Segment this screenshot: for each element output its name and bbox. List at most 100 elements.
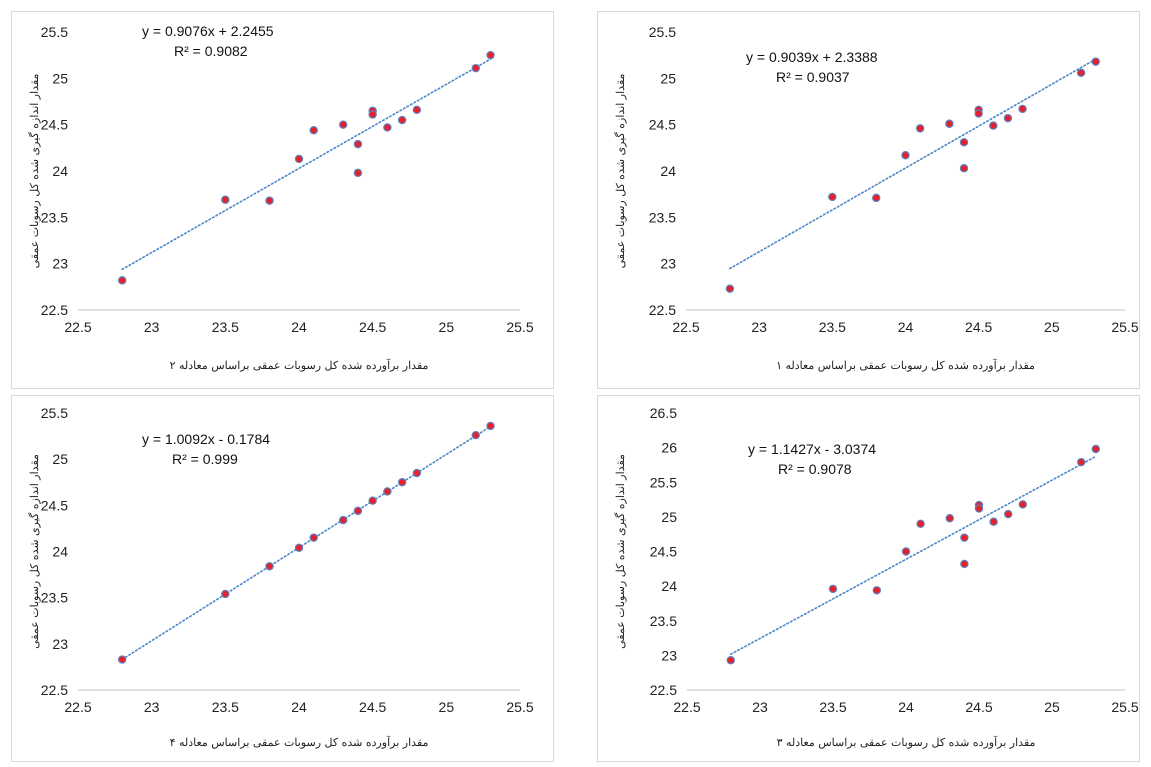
x-tick-label: 25 bbox=[1044, 699, 1060, 715]
data-point bbox=[412, 105, 422, 115]
data-point bbox=[383, 123, 392, 132]
x-tick-label: 23.5 bbox=[212, 699, 239, 715]
y-tick-label: 22.5 bbox=[41, 682, 68, 698]
x-tick-label: 24.5 bbox=[965, 319, 992, 335]
data-point bbox=[265, 562, 274, 571]
data-point bbox=[353, 168, 363, 178]
data-point bbox=[353, 139, 363, 149]
x-tick-label: 22.5 bbox=[673, 699, 700, 715]
chart-svg: 22.5 23 23.5 24 24.5 25 25.5 22.5 23 23.5 24 24.5 25… bbox=[614, 405, 1139, 749]
data-point bbox=[945, 119, 954, 128]
data-point bbox=[1003, 113, 1013, 123]
x-tick-label: 24.5 bbox=[965, 699, 992, 715]
data-point bbox=[383, 487, 392, 496]
trendline bbox=[730, 455, 1097, 656]
data-point bbox=[959, 138, 969, 147]
x-tick-label: 23 bbox=[752, 699, 768, 715]
chart-svg: 22.5 23 23.5 24 24.5 25 25.5 22.5 23 23.5 24 24.5 25… bbox=[28, 405, 534, 749]
data-point bbox=[339, 120, 348, 129]
x-tick-label: 23.5 bbox=[212, 319, 239, 335]
y-tick-label: 23 bbox=[661, 647, 677, 663]
data-point bbox=[397, 115, 407, 125]
trendline-equation: y = 0.9076x + 2.2455 bbox=[142, 23, 274, 39]
x-axis-label: مقدار برآورده شده کل رسوبات عمقی براساس … bbox=[776, 359, 1035, 372]
data-point bbox=[265, 196, 274, 205]
y-tick-label: 25 bbox=[52, 451, 68, 467]
y-tick-label: 26 bbox=[661, 440, 677, 456]
data-point bbox=[974, 109, 983, 118]
y-tick-label: 24 bbox=[661, 578, 677, 594]
data-point bbox=[412, 468, 422, 478]
y-axis-label: مقدار اندازه گیری شده کل رسوبات عمقی bbox=[614, 454, 627, 649]
x-tick-label: 22.5 bbox=[672, 319, 699, 335]
data-point bbox=[221, 589, 230, 599]
y-tick-label: 23.5 bbox=[650, 613, 677, 629]
data-point bbox=[294, 154, 304, 164]
r-squared-label: R² = 0.999 bbox=[172, 451, 238, 467]
y-tick-label: 23 bbox=[52, 256, 68, 272]
data-point bbox=[916, 519, 925, 529]
data-point bbox=[1018, 104, 1027, 114]
x-tick-label: 24.5 bbox=[359, 699, 386, 715]
data-point bbox=[901, 547, 911, 556]
y-tick-label: 25 bbox=[52, 70, 68, 86]
x-tick-label: 25.5 bbox=[506, 699, 533, 715]
y-tick-label: 23.5 bbox=[41, 209, 68, 225]
data-point bbox=[828, 584, 838, 594]
y-tick-label: 23.5 bbox=[649, 209, 676, 225]
y-tick-label: 24 bbox=[660, 163, 676, 179]
data-point bbox=[915, 124, 925, 133]
trendline bbox=[729, 58, 1097, 270]
x-tick-label: 24 bbox=[291, 699, 307, 715]
y-tick-label: 24.5 bbox=[41, 497, 68, 513]
data-point bbox=[471, 63, 480, 73]
x-tick-label: 25.5 bbox=[506, 319, 533, 335]
data-point bbox=[294, 543, 304, 553]
chart-panel-equation-4: 22.5 23 23.5 24 24.5 25 25.5 22.5 23 23.5 24 24.5 25… bbox=[11, 395, 554, 762]
data-point bbox=[309, 533, 318, 542]
x-tick-label: 23 bbox=[144, 699, 160, 715]
y-axis-label: مقدار اندازه گیری شده کل رسوبات عمقی bbox=[28, 454, 41, 649]
y-tick-label: 25.5 bbox=[649, 24, 676, 40]
chart-svg: 22.5 23 23.5 24 24.5 25 25.5 22.5 23 23.5 24 24.5 25… bbox=[614, 24, 1139, 372]
data-point bbox=[1077, 457, 1086, 467]
data-point bbox=[368, 110, 377, 119]
trendline bbox=[121, 58, 492, 271]
y-tick-label: 23.5 bbox=[41, 590, 68, 606]
data-point bbox=[368, 496, 377, 505]
y-axis-label: مقدار اندازه گیری شده کل رسوبات عمقی bbox=[614, 73, 627, 268]
y-tick-label: 25 bbox=[660, 70, 676, 86]
x-tick-label: 25 bbox=[439, 319, 455, 335]
x-tick-label: 24 bbox=[291, 319, 307, 335]
y-axis-label: مقدار اندازه گیری شده کل رسوبات عمقی bbox=[28, 73, 41, 268]
y-tick-label: 24.5 bbox=[649, 117, 676, 133]
y-tick-label: 22.5 bbox=[41, 302, 68, 318]
x-tick-label: 25.5 bbox=[1111, 319, 1138, 335]
data-point bbox=[471, 430, 480, 440]
r-squared-label: R² = 0.9078 bbox=[778, 461, 852, 477]
data-point bbox=[397, 478, 407, 487]
data-point bbox=[1076, 68, 1086, 77]
y-tick-label: 25.5 bbox=[41, 24, 68, 40]
data-point bbox=[486, 50, 495, 60]
x-tick-label: 24 bbox=[898, 319, 914, 335]
y-tick-label: 25.5 bbox=[650, 474, 677, 490]
y-tick-label: 22.5 bbox=[649, 302, 676, 318]
data-point bbox=[726, 656, 735, 665]
x-axis-label: مقدار برآورده شده کل رسوبات عمقی براساس … bbox=[170, 736, 429, 749]
data-point bbox=[901, 151, 910, 160]
x-tick-label: 23.5 bbox=[819, 699, 846, 715]
x-tick-label: 25.5 bbox=[1111, 699, 1138, 715]
data-point bbox=[725, 284, 735, 293]
x-axis-label: مقدار برآورده شده کل رسوبات عمقی براساس … bbox=[170, 359, 429, 372]
x-tick-label: 24 bbox=[898, 699, 914, 715]
y-tick-label: 22.5 bbox=[650, 682, 677, 698]
y-tick-label: 24 bbox=[52, 544, 68, 560]
x-tick-label: 22.5 bbox=[64, 699, 91, 715]
y-tick-label: 24.5 bbox=[650, 544, 677, 560]
x-tick-label: 23.5 bbox=[819, 319, 846, 335]
data-point bbox=[117, 276, 127, 285]
data-point bbox=[1091, 444, 1100, 454]
data-point bbox=[989, 517, 998, 526]
r-squared-label: R² = 0.9037 bbox=[776, 69, 850, 85]
